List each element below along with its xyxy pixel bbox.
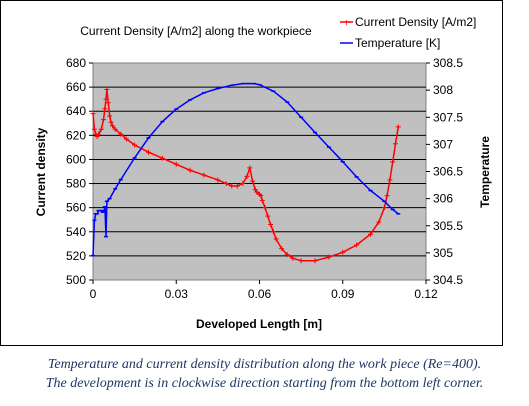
data-point-current-density (259, 197, 265, 203)
y2-tick-label: 306 (433, 192, 453, 206)
data-point-current-density (240, 181, 246, 187)
y-tick-label: 560 (66, 201, 86, 215)
x-axis-label: Developed Length [m] (196, 317, 322, 331)
data-point-current-density (340, 249, 346, 255)
data-point-current-density (108, 119, 114, 125)
legend-label-current-density: Current Density [A/m2] (355, 15, 476, 29)
data-point-current-density (118, 131, 124, 137)
data-point-current-density (258, 193, 264, 199)
data-point-current-density (270, 229, 276, 235)
y-tick-label: 500 (66, 273, 86, 287)
y-tick-label: 540 (66, 225, 86, 239)
data-point-current-density (312, 258, 318, 264)
y2-tick-label: 306.5 (433, 165, 463, 179)
data-point-current-density (298, 258, 304, 264)
data-point-current-density (201, 172, 207, 178)
data-point-current-density (102, 106, 108, 112)
x-tick-label: 0.09 (331, 287, 355, 301)
data-point-current-density (268, 222, 274, 228)
data-point-current-density (284, 252, 290, 258)
series-layer (90, 82, 401, 264)
data-point-current-density (244, 173, 250, 179)
data-point-current-density (159, 155, 165, 161)
data-point-current-density (392, 141, 398, 147)
y-tick-label: 620 (66, 128, 86, 142)
y-axis-ticks: 500 520 540 560 580 600 620 640 660 680 (66, 56, 93, 287)
data-point-current-density (112, 126, 118, 132)
data-point-current-density (234, 183, 240, 189)
data-point-current-density (187, 167, 193, 173)
y-tick-label: 520 (66, 249, 86, 263)
plot-area (92, 62, 427, 281)
data-point-current-density (290, 255, 296, 261)
data-point-current-density (105, 100, 111, 106)
data-point-current-density (354, 242, 360, 248)
y2-axis-ticks: 304.5 305 305.5 306 306.5 307 307.5 308 308.5 (426, 56, 463, 287)
data-point-current-density (279, 246, 285, 252)
data-point-current-density (104, 87, 110, 93)
legend-label-temperature: Temperature [K] (355, 36, 440, 50)
data-point-current-density (376, 219, 382, 225)
y2-tick-label: 308 (433, 83, 453, 97)
data-point-current-density (123, 136, 129, 142)
data-point-current-density (250, 178, 256, 184)
legend: + Current Density [A/m2] Temperature [K] (340, 15, 476, 50)
y2-tick-label: 307 (433, 137, 453, 151)
data-point-current-density (395, 124, 401, 130)
data-point-current-density (384, 193, 390, 199)
data-point-current-density (101, 117, 107, 123)
data-point-current-density (368, 231, 373, 237)
chart-title: Current Density [A/m2] along the workpie… (80, 24, 312, 38)
y2-axis-label: Temperature (478, 136, 492, 208)
x-tick-label: 0.03 (165, 287, 189, 301)
x-tick-label: 0.06 (248, 287, 272, 301)
y2-tick-label: 307.5 (433, 110, 463, 124)
data-point-current-density (254, 189, 260, 195)
legend-item-current-density: + Current Density [A/m2] (340, 15, 476, 29)
y-tick-label: 680 (66, 56, 86, 70)
data-point-current-density (98, 126, 104, 132)
data-point-current-density (265, 213, 271, 219)
y-tick-label: 600 (66, 152, 86, 166)
data-point-current-density (390, 159, 396, 165)
data-point-current-density (247, 165, 253, 171)
data-point-current-density (273, 236, 279, 242)
data-point-current-density (326, 254, 332, 260)
y2-tick-label: 305.5 (433, 219, 463, 233)
data-point-current-density (215, 177, 221, 183)
y-tick-label: 640 (66, 104, 86, 118)
figure-caption-line-2: The development is in clockwise directio… (45, 376, 484, 391)
data-point-current-density (103, 96, 109, 102)
data-point-current-density (229, 183, 235, 189)
y2-tick-label: 305 (433, 246, 453, 260)
data-point-current-density (387, 177, 393, 183)
x-axis-ticks: 0 0.03 0.06 0.09 0.12 (90, 280, 438, 301)
x-tick-label: 0.12 (414, 287, 438, 301)
data-point-current-density (381, 205, 387, 211)
legend-marker-current-density: + (344, 18, 350, 29)
x-tick-label: 0 (90, 287, 97, 301)
data-point-current-density (173, 161, 179, 167)
data-point-current-density (223, 181, 229, 187)
y2-tick-label: 308.5 (433, 56, 463, 70)
y2-tick-label: 304.5 (433, 273, 463, 287)
figure-caption-line-1: Temperature and current density distribu… (47, 357, 482, 372)
data-point-current-density (146, 149, 151, 155)
data-point-current-density (109, 123, 115, 129)
data-point-current-density (90, 111, 96, 117)
data-point-current-density (107, 113, 113, 119)
gridlines (93, 86, 426, 257)
y-tick-label: 660 (66, 80, 86, 94)
y-axis-label: Current density (34, 127, 48, 216)
data-point-current-density (262, 205, 268, 211)
data-point-current-density (91, 126, 97, 132)
y-tick-label: 580 (66, 177, 86, 191)
legend-item-temperature: Temperature [K] (340, 36, 440, 50)
data-point-current-density (96, 131, 102, 137)
data-point-current-density (132, 142, 138, 148)
